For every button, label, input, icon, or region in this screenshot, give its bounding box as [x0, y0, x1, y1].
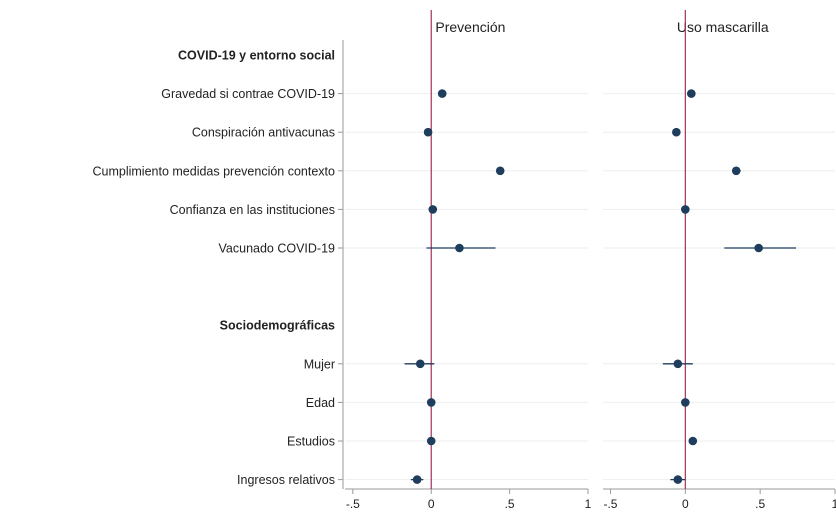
row-label: Ingresos relativos: [237, 473, 335, 487]
point-prevencion-cumplimiento-medidas-prevencion-contexto: [495, 166, 505, 176]
point-uso-mascarilla-edad: [681, 398, 690, 407]
row-label: Conspiración antivacunas: [192, 126, 335, 140]
point-uso-mascarilla-estudios: [688, 436, 698, 446]
grid-layer: [345, 93, 835, 481]
point-uso-mascarilla-vacunado-covid-19: [754, 243, 763, 253]
point-prevencion-estudios: [426, 436, 436, 446]
point-uso-mascarilla-mujer: [673, 359, 683, 369]
row-group-header: Sociodemográficas: [220, 319, 335, 333]
axes-layer: Prevención -.5 0 .5 1 Uso mascarilla -.5 0 .5 1: [338, 19, 836, 511]
row-label: Gravedad si contrae COVID-19: [161, 87, 335, 101]
row-label: Vacunado COVID-19: [219, 242, 336, 256]
x-tick-label-uso-mascarilla: -.5: [603, 497, 617, 511]
row-labels-layer: COVID-19 y entorno social Gravedad si con…: [93, 49, 336, 488]
point-uso-mascarilla-cumplimiento-medidas-prevencion-contexto: [731, 166, 741, 176]
point-prevencion-vacunado-covid-19: [455, 243, 464, 253]
point-prevencion-gravedad-si-contrae-covid-19: [437, 89, 447, 98]
row-label: Edad: [306, 396, 335, 410]
marks-layer: [404, 10, 797, 489]
panel-title-uso-mascarilla: Uso mascarilla: [677, 19, 769, 35]
point-prevencion-ingresos-relativos: [412, 475, 422, 484]
x-tick-label-prevencion: 1: [585, 497, 592, 511]
point-prevencion-conspiracion-antivacunas: [423, 127, 433, 137]
x-tick-label-uso-mascarilla: .5: [755, 497, 765, 511]
row-label: Cumplimiento medidas prevención contexto: [93, 164, 336, 178]
x-tick-label-prevencion: 0: [428, 497, 435, 511]
point-uso-mascarilla-ingresos-relativos: [673, 475, 683, 484]
point-prevencion-confianza-en-las-instituciones: [428, 205, 438, 214]
x-tick-label-uso-mascarilla: 1: [832, 497, 836, 511]
row-label: Mujer: [304, 357, 335, 371]
x-tick-label-uso-mascarilla: 0: [682, 497, 689, 511]
panel-title-prevencion: Prevención: [435, 19, 505, 35]
x-tick-label-prevencion: -.5: [346, 497, 360, 511]
point-prevencion-mujer: [415, 359, 425, 369]
x-tick-label-prevencion: .5: [505, 497, 515, 511]
point-uso-mascarilla-gravedad-si-contrae-covid-19: [687, 89, 696, 98]
point-prevencion-edad: [426, 398, 436, 407]
point-uso-mascarilla-confianza-en-las-instituciones: [681, 205, 690, 214]
row-label: Estudios: [287, 435, 335, 449]
row-group-header: COVID-19 y entorno social: [178, 49, 335, 63]
row-label: Confianza en las instituciones: [170, 203, 335, 217]
point-uso-mascarilla-conspiracion-antivacunas: [672, 127, 681, 137]
